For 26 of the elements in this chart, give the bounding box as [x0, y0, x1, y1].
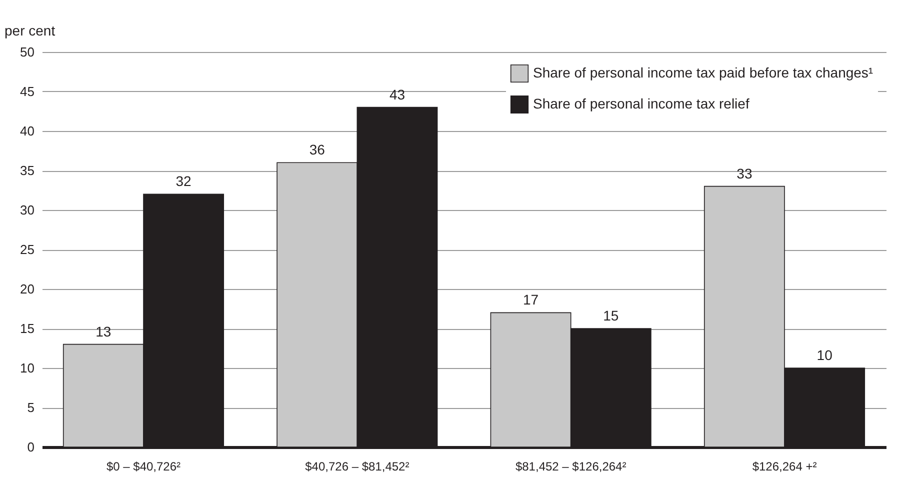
y-tick-label: 20 [20, 282, 34, 296]
y-tick-label: 30 [20, 202, 34, 218]
legend-label: Share of personal income tax relief [533, 96, 750, 112]
data-label: 32 [176, 173, 192, 190]
y-tick-label: 50 [20, 44, 34, 60]
legend-label: Share of personal income tax paid before tax changes¹ [533, 64, 874, 80]
y-tick-label: 40 [20, 124, 34, 138]
x-tick-label: $0 – $40,726² [106, 460, 181, 474]
data-label: 33 [736, 165, 752, 182]
data-label: 13 [96, 323, 112, 340]
data-label: 10 [816, 347, 833, 363]
y-tick-label: 35 [20, 163, 34, 178]
y-tick-label: 0 [27, 440, 34, 454]
y-tick-label: 25 [20, 242, 34, 257]
y-tick-label: 5 [27, 400, 34, 415]
data-label: 36 [309, 142, 326, 158]
y-axis-title: per cent [4, 22, 56, 38]
data-label: 17 [522, 292, 539, 308]
data-label: 15 [603, 308, 619, 324]
y-tick-label: 15 [20, 321, 34, 336]
x-tick-label: $126,264 +² [752, 460, 817, 474]
data-label: 43 [389, 86, 406, 102]
x-tick-label: $40,726 – $81,452² [305, 460, 410, 474]
y-tick-label: 45 [20, 84, 34, 99]
y-tick-label: 10 [20, 360, 34, 376]
x-tick-label: $81,452 – $126,264² [515, 460, 626, 474]
